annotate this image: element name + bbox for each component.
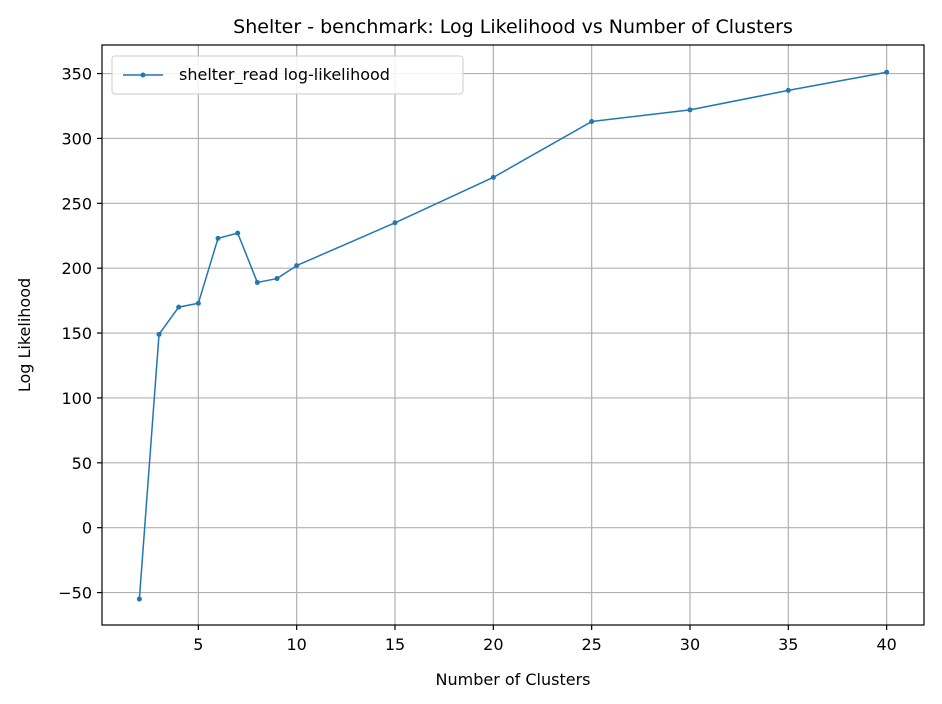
x-tick-label: 40 [876,635,896,654]
x-tick-label: 25 [581,635,601,654]
legend-marker-swatch [140,72,146,78]
data-point [156,331,162,337]
x-tick-label: 10 [287,635,307,654]
chart-title: Shelter - benchmark: Log Likelihood vs N… [233,16,793,38]
x-axis-label: Number of Clusters [436,670,591,689]
data-point [785,87,791,93]
y-tick-label: −50 [58,584,92,603]
x-tick-label: 15 [385,635,405,654]
x-tick-label: 35 [778,635,798,654]
data-point [392,220,398,226]
y-tick-label: 50 [72,454,92,473]
x-axis-ticks: 5 10 15 20 25 30 35 40 [193,625,897,654]
series-layer [136,69,890,602]
plot-frame [101,44,925,626]
y-tick-label: 300 [61,129,92,148]
data-point [235,230,241,236]
legend-box [111,55,464,95]
y-tick-label: 100 [61,389,92,408]
y-axis-ticks: −50 0 50 100 150 200 250 300 350 [58,65,102,603]
y-tick-label: 150 [61,324,92,343]
data-point [176,304,182,310]
y-tick-label: 200 [61,259,92,278]
data-point [490,174,496,180]
y-tick-label: 350 [61,65,92,84]
grid [102,45,924,625]
y-tick-label: 0 [82,519,92,538]
data-point [687,107,693,113]
y-axis-label: Log Likelihood [15,278,34,392]
data-point [589,119,595,125]
data-point [274,276,280,282]
legend-entry-label: shelter_read log-likelihood [179,65,390,85]
x-tick-label: 20 [483,635,503,654]
x-tick-label: 5 [193,635,203,654]
y-tick-label: 250 [61,194,92,213]
data-point [884,69,890,75]
data-point [195,300,201,306]
data-point [254,279,260,285]
data-point [294,263,300,269]
x-tick-label: 30 [680,635,700,654]
data-point [215,235,221,241]
legend: shelter_read log-likelihood [111,55,464,95]
data-point [136,596,142,602]
